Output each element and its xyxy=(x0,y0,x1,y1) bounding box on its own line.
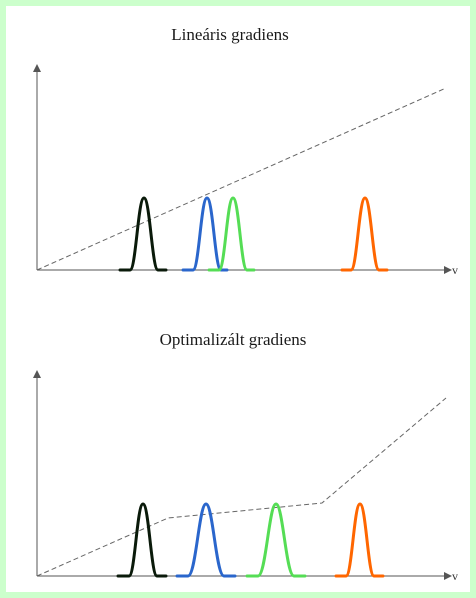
diagram-linear: Lineáris gradiens v xyxy=(33,25,458,277)
optimized-peak-1 xyxy=(116,502,168,578)
optimized-peak-3 xyxy=(245,502,307,578)
optimized-gradient-line xyxy=(36,397,447,577)
linear-peak-3 xyxy=(207,196,256,272)
linear-peak-4 xyxy=(340,196,389,272)
optimized-x-axis-label: v xyxy=(452,569,458,583)
linear-peak-2 xyxy=(181,196,229,272)
optimized-peak-2 xyxy=(175,502,237,578)
diagram-optimized: Optimalizált gradiens v xyxy=(33,330,458,583)
linear-peak-1 xyxy=(118,196,168,272)
diagram-linear-title: Lineáris gradiens xyxy=(171,25,289,44)
linear-gradient-line xyxy=(36,87,447,271)
optimized-peak-4 xyxy=(334,502,385,578)
diagram-optimized-title: Optimalizált gradiens xyxy=(160,330,307,349)
linear-x-axis-label: v xyxy=(452,263,458,277)
figure-panel xyxy=(6,6,470,592)
